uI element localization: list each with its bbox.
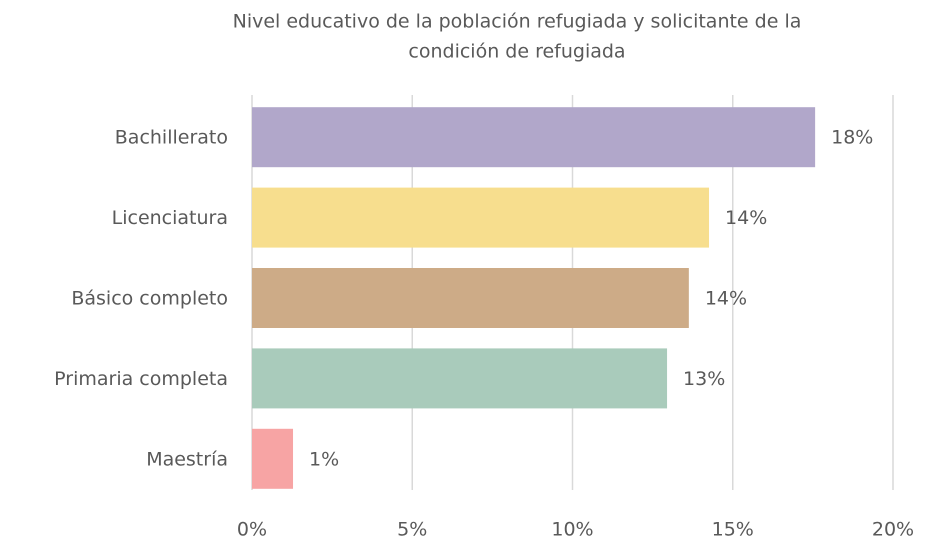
data-label: 14% — [705, 288, 747, 310]
data-label: 13% — [683, 368, 725, 390]
x-tick-label: 20% — [872, 519, 914, 541]
bar — [252, 268, 689, 328]
y-tick-label: Primaria completa — [54, 368, 228, 390]
x-tick-label: 15% — [712, 519, 754, 541]
bar — [252, 187, 710, 248]
x-tick-label: 10% — [551, 519, 593, 541]
y-tick-label: Bachillerato — [115, 127, 228, 149]
x-tick-label: 0% — [237, 519, 267, 541]
bar — [252, 428, 294, 489]
data-label: 1% — [309, 448, 339, 470]
chart-title: Nivel educativo de la población refugiad… — [233, 11, 802, 33]
y-tick-label: Licenciatura — [112, 207, 228, 229]
bar — [252, 348, 668, 409]
x-tick-label: 5% — [397, 519, 427, 541]
data-label: 18% — [831, 127, 873, 149]
bar — [252, 107, 816, 168]
data-label: 14% — [725, 207, 767, 229]
y-tick-label: Básico completo — [71, 288, 228, 310]
y-tick-label: Maestría — [146, 448, 228, 470]
chart-title: condición de refugiada — [408, 41, 625, 63]
